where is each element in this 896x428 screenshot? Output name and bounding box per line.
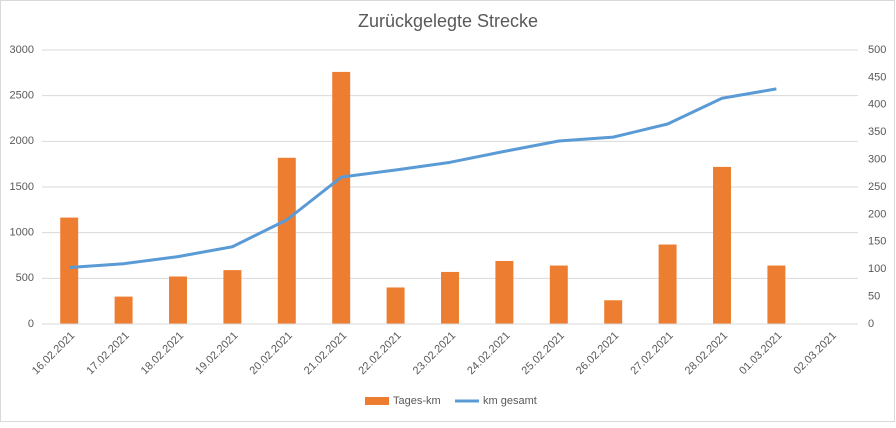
bar	[549, 265, 568, 324]
y2-tick-label: 400	[868, 99, 886, 111]
y2-tick-label: 200	[868, 208, 886, 220]
bar	[441, 271, 459, 324]
y-tick-label: 500	[16, 272, 34, 284]
y2-tick-label: 300	[868, 154, 886, 166]
bar	[658, 244, 677, 324]
bar	[495, 260, 514, 324]
bar	[332, 71, 351, 324]
y-tick-label: 0	[28, 318, 34, 330]
bar	[169, 276, 187, 324]
y2-tick-label: 450	[868, 71, 886, 83]
legend-label: Tages-km	[393, 395, 441, 407]
y2-tick-label: 500	[868, 44, 886, 56]
y-tick-label: 1500	[10, 181, 34, 193]
legend-label: km gesamt	[483, 395, 537, 407]
bar	[277, 157, 296, 324]
y-tick-label: 1000	[10, 227, 34, 239]
y2-tick-label: 50	[868, 291, 880, 303]
y2-tick-label: 0	[868, 318, 874, 330]
legend-swatch	[365, 397, 389, 405]
bar	[114, 296, 133, 324]
line	[69, 87, 777, 270]
chart-title: Zurückgelegte Strecke	[358, 11, 538, 31]
bar	[767, 265, 786, 324]
y2-tick-label: 150	[868, 236, 886, 248]
y-tick-label: 2000	[10, 135, 34, 147]
bar	[386, 287, 405, 324]
y2-tick-label: 100	[868, 263, 886, 275]
bar	[713, 166, 731, 324]
y-tick-label: 2500	[10, 90, 34, 102]
y-tick-label: 3000	[10, 44, 34, 56]
bar	[60, 217, 79, 324]
y2-tick-label: 350	[868, 126, 886, 138]
bar	[223, 270, 242, 324]
bar	[604, 300, 623, 324]
y2-tick-label: 250	[868, 181, 886, 193]
